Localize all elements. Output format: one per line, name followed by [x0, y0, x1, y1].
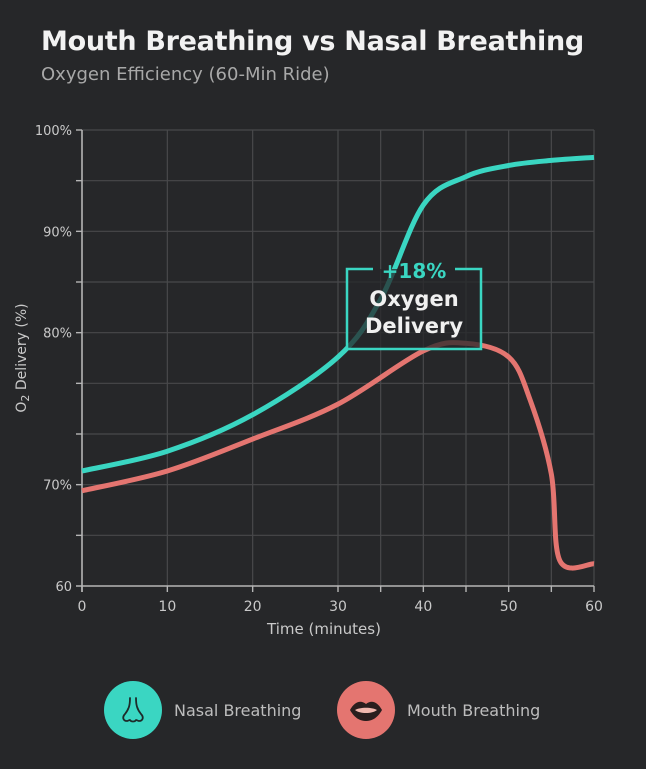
- annotation-value: +18%: [382, 259, 447, 283]
- chart-subtitle: Oxygen Efficiency (60-Min Ride): [41, 64, 330, 85]
- y-tick-label: 100%: [35, 124, 72, 139]
- x-tick-label: 60: [585, 599, 603, 615]
- chart-title: Mouth Breathing vs Nasal Breathing: [41, 26, 584, 57]
- x-tick-label: 40: [414, 599, 432, 615]
- lips-icon: [337, 681, 395, 739]
- x-tick-label: 50: [500, 599, 518, 615]
- y-tick-label: 60: [55, 580, 72, 595]
- axes: 0 10 20 30 40 50 60 60 70% 80% 90% 100%: [35, 124, 603, 615]
- annotation-background: [347, 269, 481, 349]
- annotation-border: [345, 267, 483, 351]
- x-axis-label: Time (minutes): [266, 620, 381, 638]
- legend-label: Mouth Breathing: [407, 700, 541, 720]
- annotation-box: +18% Oxygen Delivery: [345, 259, 483, 351]
- y-tick-label: 80%: [43, 327, 72, 342]
- x-tick-label: 10: [158, 599, 176, 615]
- legend-item-mouth: Mouth Breathing: [337, 681, 540, 739]
- legend-label: Nasal Breathing: [174, 700, 302, 720]
- nose-icon: [104, 681, 162, 739]
- y-axis-label: O2 Delivery (%): [14, 303, 32, 412]
- x-tick-label: 0: [78, 599, 87, 615]
- y-tick-label: 70%: [43, 479, 72, 494]
- grid-lines: [82, 129, 595, 586]
- annotation-text-line1: Oxygen: [369, 287, 458, 311]
- y-tick-label: 90%: [43, 225, 72, 240]
- x-tick-label: 20: [244, 599, 262, 615]
- x-tick-label: 30: [329, 599, 347, 615]
- annotation-text-line2: Delivery: [365, 314, 463, 338]
- legend-item-nasal: Nasal Breathing: [104, 681, 301, 739]
